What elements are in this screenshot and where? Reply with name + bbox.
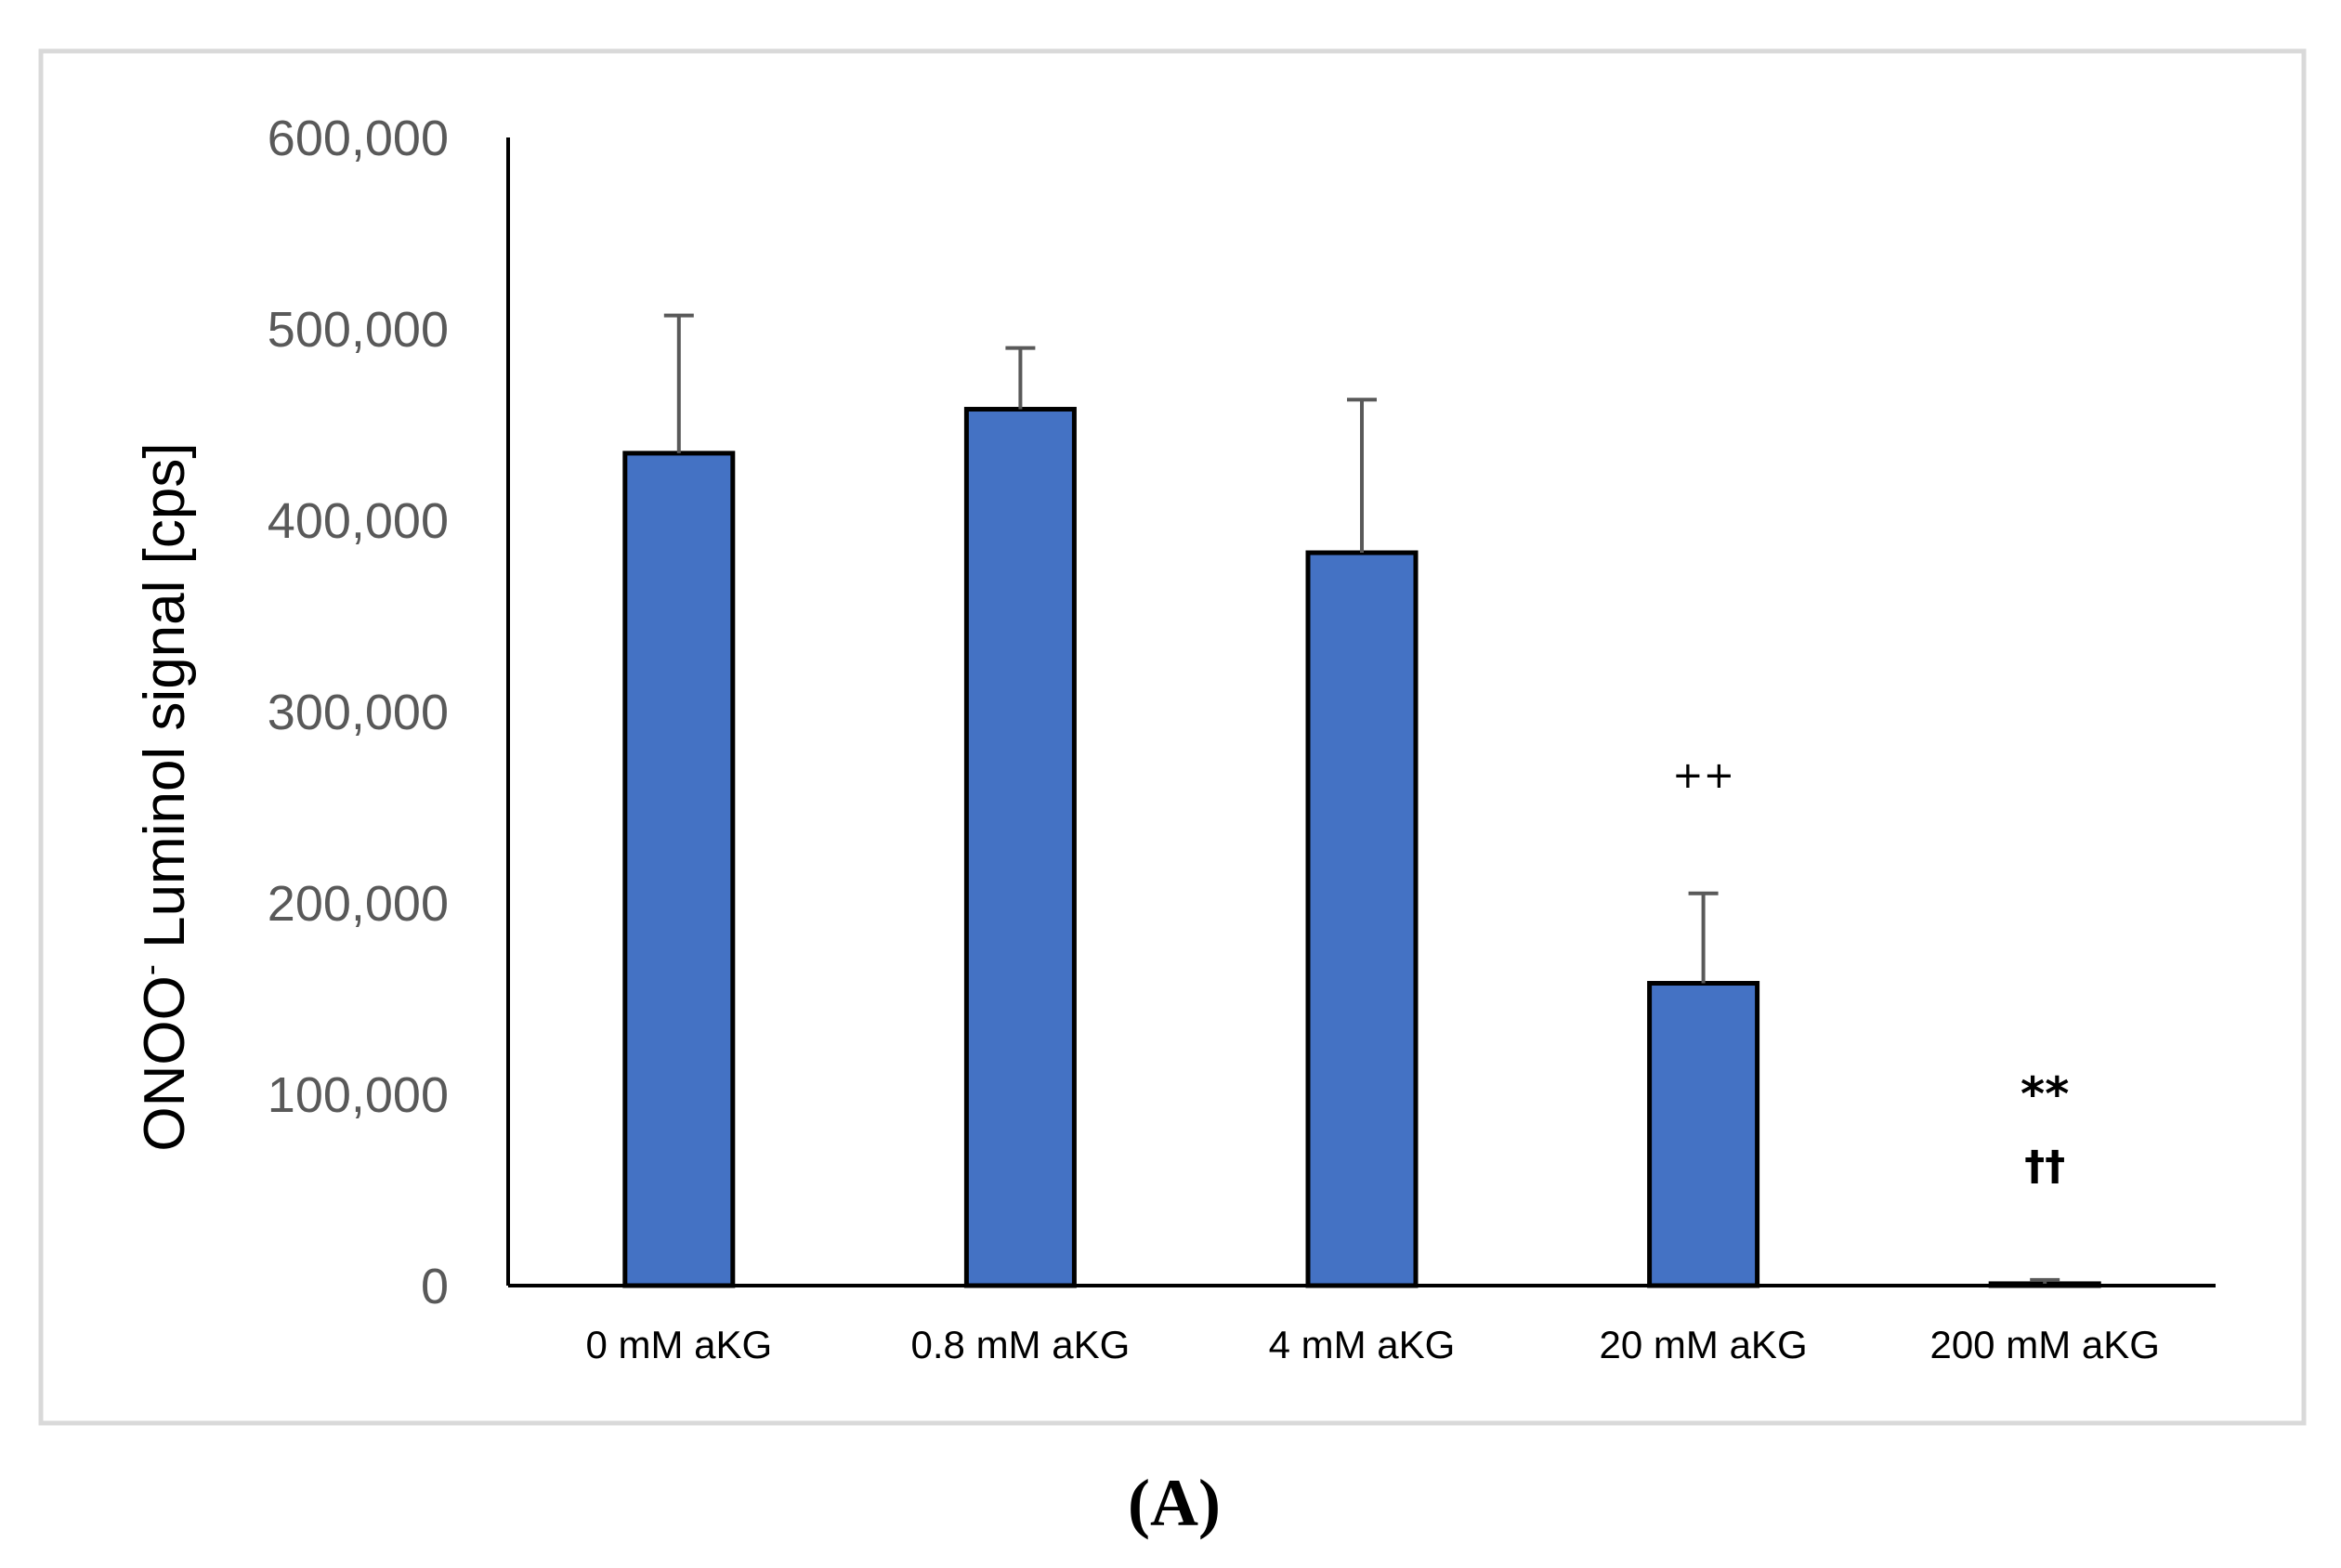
significance-marker: ** [2021,1067,2069,1121]
bar [1305,550,1419,1288]
category-label: 0.8 mM aKG [911,1323,1131,1366]
category-label: 0 mM aKG [585,1323,772,1366]
category-label: 20 mM aKG [1600,1323,1808,1366]
significance-annotations: ++ ** †† [1672,754,2069,1190]
bar [622,451,736,1288]
category-label: 200 mM aKG [1929,1323,2159,1366]
y-tick-label: 100,000 [268,1067,449,1123]
panel-label: (A) [1128,1466,1221,1540]
y-axis-title-main: ONOO [133,975,197,1151]
y-axis-title-rest: Luminol signal [cps] [133,442,197,964]
y-tick-label: 200,000 [268,876,449,932]
bar [963,407,1077,1288]
y-tick-label: 500,000 [268,302,449,358]
y-tick-label: 400,000 [268,493,449,549]
error-bars [663,313,2060,1284]
category-label: 4 mM aKG [1269,1323,1456,1366]
significance-marker: ++ [1672,754,1734,797]
category-labels: 0 mM aKG 0.8 mM aKG 4 mM aKG 20 mM aKG 200 m… [585,1323,2159,1366]
y-tick-labels: 0 100,000 200,000 300,000 400,000 500,000 600,… [268,111,449,1314]
bar [1647,981,1760,1288]
y-tick-label: 0 [421,1259,449,1314]
chart-frame [38,48,2307,1426]
y-tick-label: 600,000 [268,111,449,166]
y-axis-title: ONOO- Luminol signal [cps] [131,442,197,1151]
significance-marker: †† [2024,1143,2065,1190]
y-tick-label: 300,000 [268,685,449,740]
y-axis-title-sup: - [131,964,169,975]
